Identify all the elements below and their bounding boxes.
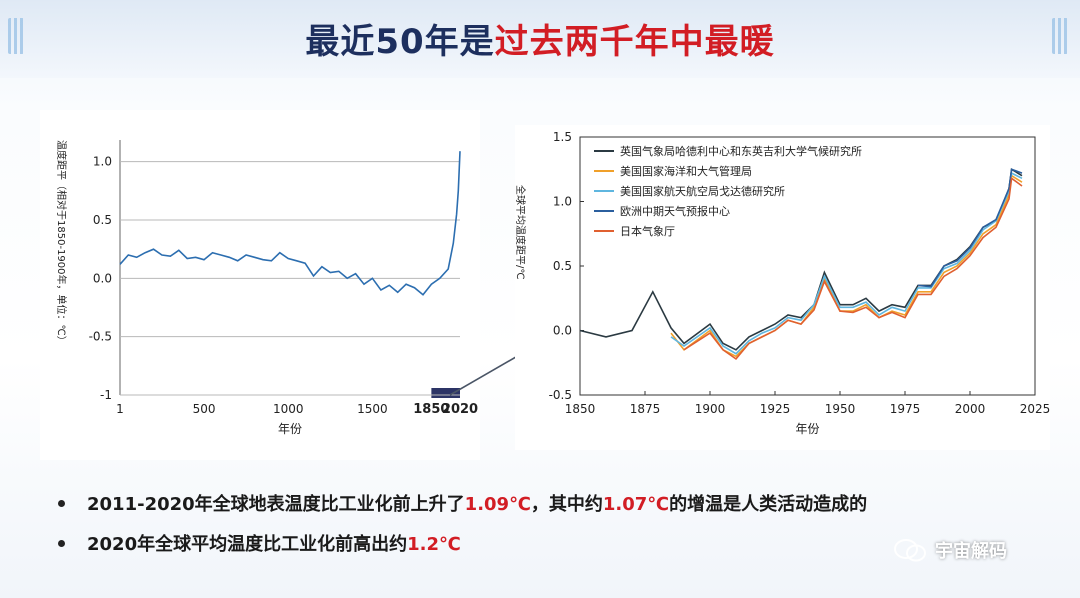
header-band — [0, 0, 1080, 78]
series-line — [670, 174, 1023, 358]
x-tick-label: 1975 — [890, 402, 921, 416]
x-tick-label: 1925 — [760, 402, 791, 416]
wechat-icon — [894, 539, 926, 562]
y-tick-label: 0.5 — [93, 213, 112, 227]
legend-label: 日本气象厅 — [620, 224, 675, 238]
series-line — [119, 151, 461, 296]
title-prefix: 最近50年是 — [305, 22, 495, 62]
series-line — [683, 176, 1023, 360]
bullet-item: 2020年全球平均温度比工业化前高出约1.2℃ — [58, 530, 1038, 570]
bullet-list: 2011-2020年全球地表温度比工业化前上升了1.09℃，其中约1.07℃的增… — [58, 490, 1038, 570]
x-tick-label: 1000 — [273, 402, 304, 416]
x-tick-label: 2000 — [955, 402, 986, 416]
legend-label: 英国气象局哈德利中心和东英吉利大学气候研究所 — [620, 144, 862, 158]
x-tick-label: 1500 — [357, 402, 388, 416]
y-tick-label: 1.0 — [553, 195, 572, 209]
y-tick-label: -0.5 — [89, 330, 112, 344]
right-chart-panel: 1.5 1.0 0.5 0.0 -0.5 1850 1875 1900 1925 1950 1975… — [514, 125, 1051, 450]
legend-label: 美国国家海洋和大气管理局 — [620, 164, 752, 178]
y-tick-label: 0.0 — [553, 324, 572, 338]
x-tick-label: 1 — [116, 402, 124, 416]
bullet-text: 的增温是人类活动造成的 — [669, 494, 868, 515]
x-tick-label: 1850 — [565, 402, 596, 416]
bullet-text: 2020年全球平均温度比工业化前高出约 — [87, 534, 408, 555]
bullet-dot — [58, 539, 65, 547]
y-tick-label: 1.0 — [93, 155, 112, 169]
bullet-dot — [58, 499, 65, 507]
watermark-text: 宇宙解码 — [935, 541, 1007, 562]
decorative-stripes — [1052, 18, 1068, 54]
x-tick-label: 1850 — [413, 402, 449, 417]
right-chart-ylabel: 全球平均温度距平/℃ — [514, 185, 525, 280]
x-tick-label: 2020 — [442, 402, 478, 417]
bullet-item: 2011-2020年全球地表温度比工业化前上升了1.09℃，其中约1.07℃的增… — [58, 490, 1038, 530]
bullet-highlight: 1.2℃ — [407, 534, 461, 555]
bullet-highlight: 1.07℃ — [602, 494, 670, 515]
left-chart-ylabel: 温度距平（相对于1850-1900年，单位：℃） — [55, 140, 66, 346]
y-tick-label: 0.5 — [553, 259, 572, 273]
legend-label: 欧洲中期天气预报中心 — [620, 204, 730, 218]
y-tick-label: -1 — [100, 388, 112, 402]
highlight-range-bar — [431, 388, 460, 398]
x-tick-label: 1900 — [695, 402, 726, 416]
x-axis-title: 年份 — [795, 422, 819, 436]
series-line — [670, 171, 1023, 355]
series-line — [579, 167, 1023, 351]
watermark: 宇宙解码 — [893, 536, 1007, 564]
left-chart-panel: 1.0 0.5 0.0 -0.5 -1 1 500 1000 1500 1850 2020 年份 温度… — [40, 110, 480, 460]
x-axis-title: 年份 — [278, 422, 302, 436]
bullet-text: 2011-2020年全球地表温度比工业化前上升了 — [87, 494, 465, 515]
x-tick-label: 1950 — [825, 402, 856, 416]
bullet-highlight: 1.09℃ — [464, 494, 531, 515]
y-tick-label: -0.5 — [549, 388, 572, 402]
y-tick-label: 1.5 — [553, 130, 572, 144]
y-tick-label: 0.0 — [93, 271, 112, 285]
series-line — [917, 168, 1023, 288]
x-tick-label: 500 — [193, 402, 216, 416]
bullet-text: ，其中约 — [530, 494, 603, 515]
legend-label: 美国国家航天航空局戈达德研究所 — [620, 184, 785, 198]
page-title: 最近50年是过去两千年中最暖 — [0, 14, 1080, 63]
title-highlight: 过去两千年中最暖 — [494, 22, 775, 62]
x-tick-label: 1875 — [630, 402, 661, 416]
decorative-stripes — [8, 18, 24, 54]
x-tick-label: 2025 — [1020, 402, 1050, 416]
